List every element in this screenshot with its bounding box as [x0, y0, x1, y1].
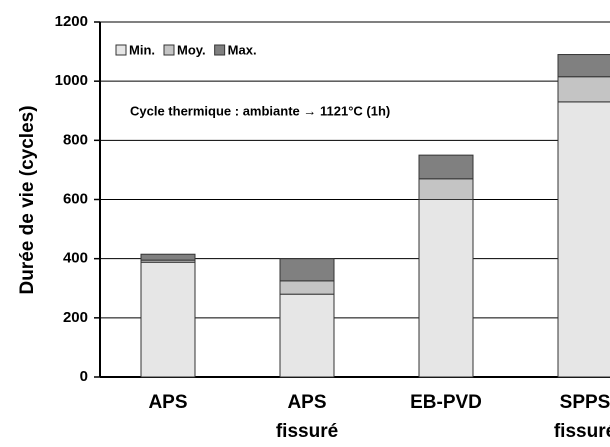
bar-segment — [418, 199, 474, 378]
x-tick-label: EB-PVD — [410, 392, 482, 413]
bar-segment — [557, 101, 610, 378]
legend-label: Min. — [129, 42, 155, 57]
bar-segment — [140, 253, 196, 261]
y-tick-label: 1000 — [55, 72, 88, 89]
legend-label: Moy. — [177, 42, 206, 57]
bar-segment — [140, 261, 196, 378]
bar-segment — [279, 258, 335, 282]
bar-segment — [557, 54, 610, 78]
bar-segment — [418, 178, 474, 201]
bar-segment — [279, 280, 335, 295]
x-tick-label: APS — [148, 392, 187, 413]
legend-swatch — [115, 44, 127, 56]
legend-label: Max. — [228, 42, 257, 57]
legend-swatch — [163, 44, 175, 56]
y-tick-label: 200 — [63, 309, 88, 326]
annotation: Cycle thermique : ambiante → 1121°C (1h) — [130, 103, 390, 118]
x-tick-label: SPPS fissuré — [554, 392, 610, 442]
y-tick-label: 1200 — [55, 13, 88, 30]
y-tick-label: 0 — [80, 368, 88, 385]
bar-segment — [418, 154, 474, 180]
bar-segment — [279, 293, 335, 378]
y-axis-label: Durée de vie (cycles) — [17, 105, 38, 294]
x-tick-label: APS fissuré — [276, 392, 338, 442]
y-tick-label: 600 — [63, 190, 88, 207]
y-tick-label: 800 — [63, 131, 88, 148]
legend-swatch — [214, 44, 226, 56]
y-tick-label: 400 — [63, 250, 88, 267]
bar-segment — [557, 76, 610, 103]
